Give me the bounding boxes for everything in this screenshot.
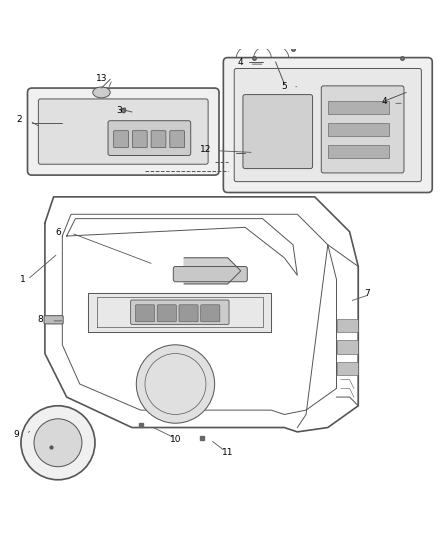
Bar — [336, 341, 358, 353]
Circle shape — [21, 406, 95, 480]
FancyBboxPatch shape — [131, 300, 229, 325]
Bar — [328, 123, 389, 136]
Circle shape — [136, 345, 215, 423]
Bar — [328, 144, 389, 158]
Text: 10: 10 — [170, 435, 181, 444]
FancyBboxPatch shape — [234, 68, 421, 182]
Text: 4: 4 — [381, 98, 387, 107]
Bar — [328, 101, 389, 114]
Polygon shape — [88, 293, 271, 332]
Text: 5: 5 — [281, 82, 287, 91]
Text: 12: 12 — [200, 146, 212, 155]
FancyBboxPatch shape — [157, 305, 177, 322]
FancyBboxPatch shape — [173, 266, 247, 282]
Text: 9: 9 — [14, 431, 20, 439]
FancyBboxPatch shape — [223, 58, 432, 192]
Polygon shape — [184, 258, 241, 284]
Text: 7: 7 — [364, 289, 370, 298]
Ellipse shape — [93, 87, 110, 98]
Bar — [336, 319, 358, 332]
Text: 6: 6 — [55, 229, 61, 238]
FancyBboxPatch shape — [132, 131, 147, 148]
FancyBboxPatch shape — [39, 99, 208, 164]
Text: 1: 1 — [20, 275, 26, 284]
FancyBboxPatch shape — [321, 86, 404, 173]
FancyBboxPatch shape — [44, 316, 63, 324]
Text: 2: 2 — [16, 115, 21, 124]
FancyBboxPatch shape — [151, 131, 166, 148]
FancyBboxPatch shape — [108, 120, 191, 156]
FancyBboxPatch shape — [201, 305, 220, 322]
Text: 8: 8 — [38, 315, 43, 324]
FancyBboxPatch shape — [114, 131, 128, 148]
FancyBboxPatch shape — [243, 94, 313, 168]
Text: 3: 3 — [116, 106, 122, 115]
FancyBboxPatch shape — [170, 131, 185, 148]
Bar — [336, 362, 358, 375]
FancyBboxPatch shape — [135, 305, 155, 322]
Circle shape — [34, 419, 82, 467]
Text: 11: 11 — [222, 448, 233, 457]
FancyBboxPatch shape — [28, 88, 219, 175]
Text: 4: 4 — [238, 58, 244, 67]
Text: 13: 13 — [96, 74, 107, 83]
FancyBboxPatch shape — [179, 305, 198, 322]
